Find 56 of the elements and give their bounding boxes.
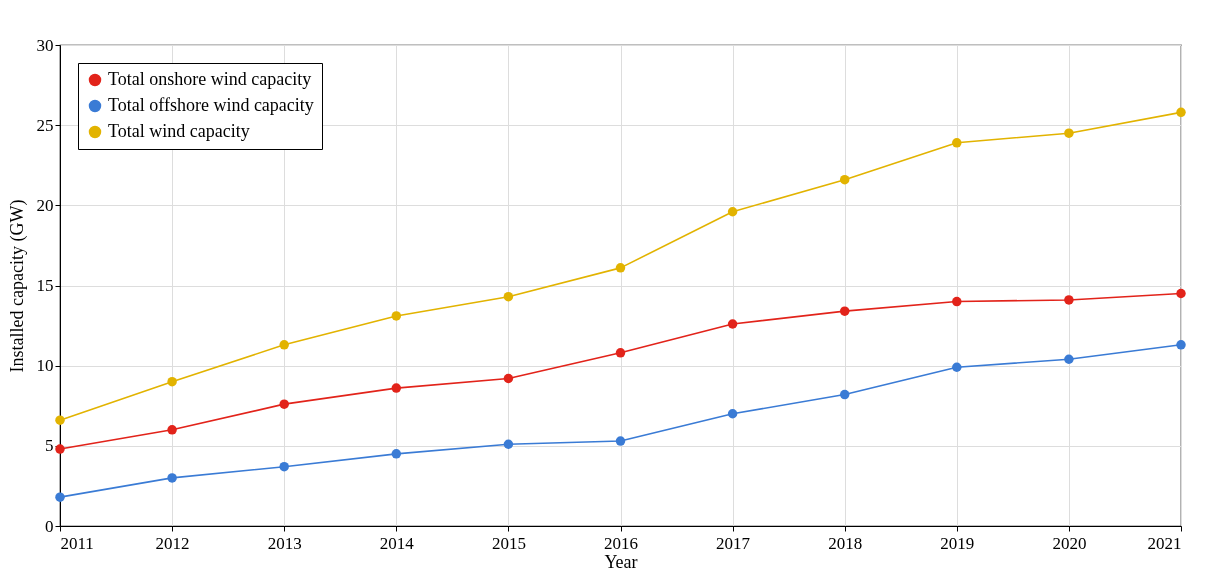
point <box>727 319 738 329</box>
x-tick-label: 2017 <box>716 533 751 553</box>
point <box>1064 354 1074 364</box>
point <box>55 415 65 425</box>
y-tick-label: 15 <box>36 276 54 295</box>
point <box>167 473 177 483</box>
x-tick-label: 2014 <box>379 533 415 553</box>
x-tick-label: 2020 <box>1052 533 1087 553</box>
point <box>391 383 402 393</box>
point <box>839 174 850 185</box>
y-tick-label: 5 <box>45 436 54 456</box>
point <box>503 373 514 384</box>
y-tick-label: 20 <box>36 195 54 215</box>
x-tick-label: 2013 <box>267 533 302 553</box>
y-tick-label: 25 <box>36 115 54 135</box>
point <box>503 291 514 302</box>
y-axis-title: Installed capacity (GW) <box>6 199 28 373</box>
point <box>279 461 289 472</box>
y-tick-label: 30 <box>36 35 54 55</box>
x-tick-label: 2015 <box>491 533 526 553</box>
point <box>952 362 962 372</box>
point <box>727 409 738 419</box>
point <box>1176 340 1186 350</box>
point <box>952 296 962 307</box>
point <box>167 425 177 435</box>
point <box>1176 107 1186 118</box>
point <box>1064 128 1074 138</box>
point <box>727 207 738 217</box>
y-tick-label: 10 <box>36 356 54 376</box>
point <box>279 340 289 350</box>
point <box>615 436 626 446</box>
x-tick-label: 2016 <box>604 533 638 553</box>
legend-label: Total onshore wind capacity <box>108 69 312 89</box>
x-tick-label: 2019 <box>940 533 975 553</box>
x-tick-label: 2012 <box>155 533 190 553</box>
point <box>503 439 514 449</box>
point <box>55 444 65 454</box>
x-tick-label: 2021 <box>1147 533 1182 553</box>
point <box>55 492 65 502</box>
point <box>839 306 850 316</box>
point <box>167 376 177 387</box>
point <box>279 399 289 409</box>
x-axis-title: Year <box>604 551 638 572</box>
point <box>391 449 402 459</box>
x-tick-label: 2018 <box>828 533 863 553</box>
x-tick-label: 2011 <box>60 533 94 553</box>
point <box>615 348 626 358</box>
point <box>1064 295 1074 305</box>
y-tick-label: 0 <box>45 516 54 536</box>
point <box>952 138 962 148</box>
point <box>391 311 402 321</box>
point <box>1176 288 1186 299</box>
legend-label: Total wind capacity <box>108 121 250 141</box>
legend-label: Total offshore wind capacity <box>108 95 314 115</box>
point <box>615 263 626 273</box>
point <box>839 389 850 400</box>
